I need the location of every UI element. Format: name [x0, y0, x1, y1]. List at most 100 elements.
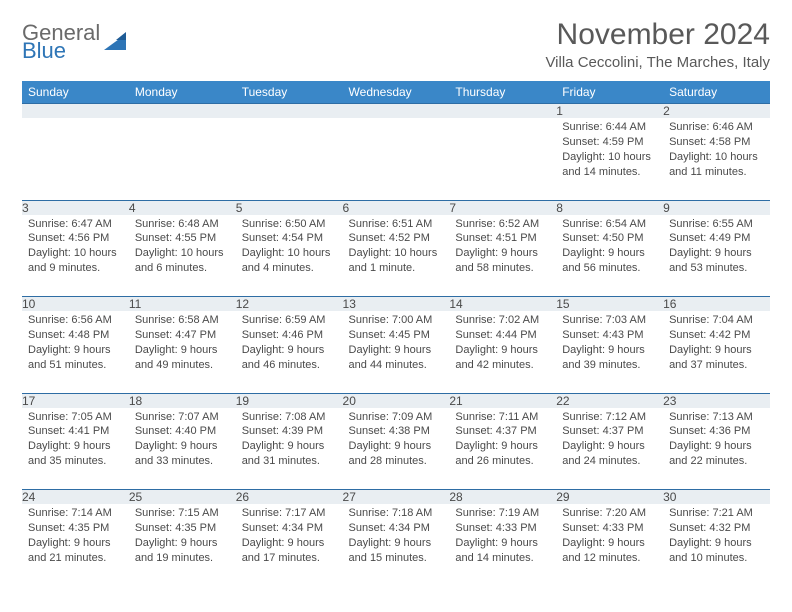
- day-number-cell: 22: [556, 393, 663, 408]
- day-body: Sunrise: 7:13 AMSunset: 4:36 PMDaylight:…: [663, 408, 770, 473]
- sunset-text: Sunset: 4:48 PM: [28, 328, 125, 343]
- day-body: Sunrise: 7:09 AMSunset: 4:38 PMDaylight:…: [343, 408, 450, 473]
- sunset-text: Sunset: 4:46 PM: [242, 328, 339, 343]
- daylight-text: Daylight: 9 hours and 15 minutes.: [349, 536, 446, 566]
- day-body: Sunrise: 6:50 AMSunset: 4:54 PMDaylight:…: [236, 215, 343, 280]
- day-detail-cell: Sunrise: 7:19 AMSunset: 4:33 PMDaylight:…: [449, 504, 556, 586]
- day-header: Saturday: [663, 81, 770, 104]
- daylight-text: Daylight: 9 hours and 19 minutes.: [135, 536, 232, 566]
- day-detail-cell: Sunrise: 6:48 AMSunset: 4:55 PMDaylight:…: [129, 215, 236, 297]
- sunrise-text: Sunrise: 7:12 AM: [562, 410, 659, 425]
- day-header: Friday: [556, 81, 663, 104]
- sunrise-text: Sunrise: 6:55 AM: [669, 217, 766, 232]
- day-body: Sunrise: 6:56 AMSunset: 4:48 PMDaylight:…: [22, 311, 129, 376]
- day-number-cell: 29: [556, 490, 663, 505]
- sunrise-text: Sunrise: 6:46 AM: [669, 120, 766, 135]
- daylight-text: Daylight: 9 hours and 44 minutes.: [349, 343, 446, 373]
- daylight-text: Daylight: 9 hours and 21 minutes.: [28, 536, 125, 566]
- day-number-cell: 19: [236, 393, 343, 408]
- day-number-cell: 17: [22, 393, 129, 408]
- sunrise-text: Sunrise: 6:58 AM: [135, 313, 232, 328]
- sunset-text: Sunset: 4:59 PM: [562, 135, 659, 150]
- day-detail-cell: Sunrise: 6:46 AMSunset: 4:58 PMDaylight:…: [663, 118, 770, 200]
- day-number-cell: 26: [236, 490, 343, 505]
- day-body: Sunrise: 7:00 AMSunset: 4:45 PMDaylight:…: [343, 311, 450, 376]
- sunset-text: Sunset: 4:50 PM: [562, 231, 659, 246]
- day-number-cell: 30: [663, 490, 770, 505]
- sunset-text: Sunset: 4:43 PM: [562, 328, 659, 343]
- daylight-text: Daylight: 9 hours and 26 minutes.: [455, 439, 552, 469]
- sunrise-text: Sunrise: 7:19 AM: [455, 506, 552, 521]
- daynum-row: 10111213141516: [22, 297, 770, 312]
- daylight-text: Daylight: 9 hours and 42 minutes.: [455, 343, 552, 373]
- day-number-cell: 15: [556, 297, 663, 312]
- day-body: Sunrise: 7:05 AMSunset: 4:41 PMDaylight:…: [22, 408, 129, 473]
- day-detail-cell: [22, 118, 129, 200]
- sunset-text: Sunset: 4:33 PM: [562, 521, 659, 536]
- day-body: Sunrise: 7:14 AMSunset: 4:35 PMDaylight:…: [22, 504, 129, 569]
- day-number-cell: [236, 104, 343, 119]
- day-header: Thursday: [449, 81, 556, 104]
- sunset-text: Sunset: 4:34 PM: [349, 521, 446, 536]
- daylight-text: Daylight: 9 hours and 33 minutes.: [135, 439, 232, 469]
- day-detail-cell: Sunrise: 7:02 AMSunset: 4:44 PMDaylight:…: [449, 311, 556, 393]
- detail-row: Sunrise: 6:47 AMSunset: 4:56 PMDaylight:…: [22, 215, 770, 297]
- day-number-cell: [343, 104, 450, 119]
- day-body: Sunrise: 6:46 AMSunset: 4:58 PMDaylight:…: [663, 118, 770, 183]
- daylight-text: Daylight: 10 hours and 11 minutes.: [669, 150, 766, 180]
- day-number-cell: 28: [449, 490, 556, 505]
- day-body: Sunrise: 7:15 AMSunset: 4:35 PMDaylight:…: [129, 504, 236, 569]
- sunrise-text: Sunrise: 6:59 AM: [242, 313, 339, 328]
- day-header: Wednesday: [343, 81, 450, 104]
- day-detail-cell: Sunrise: 6:54 AMSunset: 4:50 PMDaylight:…: [556, 215, 663, 297]
- daylight-text: Daylight: 9 hours and 14 minutes.: [455, 536, 552, 566]
- day-body: Sunrise: 7:17 AMSunset: 4:34 PMDaylight:…: [236, 504, 343, 569]
- calendar-header-row: SundayMondayTuesdayWednesdayThursdayFrid…: [22, 81, 770, 104]
- sunrise-text: Sunrise: 6:48 AM: [135, 217, 232, 232]
- daylight-text: Daylight: 9 hours and 28 minutes.: [349, 439, 446, 469]
- day-detail-cell: Sunrise: 6:50 AMSunset: 4:54 PMDaylight:…: [236, 215, 343, 297]
- daylight-text: Daylight: 9 hours and 49 minutes.: [135, 343, 232, 373]
- sunset-text: Sunset: 4:51 PM: [455, 231, 552, 246]
- sunset-text: Sunset: 4:45 PM: [349, 328, 446, 343]
- day-number-cell: 12: [236, 297, 343, 312]
- sunset-text: Sunset: 4:56 PM: [28, 231, 125, 246]
- day-detail-cell: Sunrise: 7:05 AMSunset: 4:41 PMDaylight:…: [22, 408, 129, 490]
- day-number-cell: 27: [343, 490, 450, 505]
- day-body: Sunrise: 7:11 AMSunset: 4:37 PMDaylight:…: [449, 408, 556, 473]
- sunset-text: Sunset: 4:32 PM: [669, 521, 766, 536]
- day-detail-cell: Sunrise: 7:03 AMSunset: 4:43 PMDaylight:…: [556, 311, 663, 393]
- day-number-cell: [22, 104, 129, 119]
- day-detail-cell: Sunrise: 7:04 AMSunset: 4:42 PMDaylight:…: [663, 311, 770, 393]
- sunrise-text: Sunrise: 7:18 AM: [349, 506, 446, 521]
- day-number-cell: 8: [556, 200, 663, 215]
- sunset-text: Sunset: 4:35 PM: [135, 521, 232, 536]
- sunset-text: Sunset: 4:36 PM: [669, 424, 766, 439]
- day-number-cell: [449, 104, 556, 119]
- sunrise-text: Sunrise: 6:50 AM: [242, 217, 339, 232]
- day-body: Sunrise: 6:48 AMSunset: 4:55 PMDaylight:…: [129, 215, 236, 280]
- sunset-text: Sunset: 4:34 PM: [242, 521, 339, 536]
- day-number-cell: 3: [22, 200, 129, 215]
- title-block: November 2024 Villa Ceccolini, The March…: [545, 18, 770, 77]
- sunrise-text: Sunrise: 7:15 AM: [135, 506, 232, 521]
- month-title: November 2024: [545, 18, 770, 52]
- daylight-text: Daylight: 9 hours and 39 minutes.: [562, 343, 659, 373]
- day-number-cell: 2: [663, 104, 770, 119]
- day-number-cell: 13: [343, 297, 450, 312]
- day-body: Sunrise: 7:19 AMSunset: 4:33 PMDaylight:…: [449, 504, 556, 569]
- sunrise-text: Sunrise: 7:07 AM: [135, 410, 232, 425]
- logo-triangle-icon: [104, 28, 132, 57]
- sunset-text: Sunset: 4:38 PM: [349, 424, 446, 439]
- day-detail-cell: Sunrise: 6:56 AMSunset: 4:48 PMDaylight:…: [22, 311, 129, 393]
- day-number-cell: 6: [343, 200, 450, 215]
- day-detail-cell: Sunrise: 7:17 AMSunset: 4:34 PMDaylight:…: [236, 504, 343, 586]
- day-detail-cell: Sunrise: 6:55 AMSunset: 4:49 PMDaylight:…: [663, 215, 770, 297]
- daylight-text: Daylight: 10 hours and 9 minutes.: [28, 246, 125, 276]
- sunset-text: Sunset: 4:55 PM: [135, 231, 232, 246]
- day-body: Sunrise: 7:20 AMSunset: 4:33 PMDaylight:…: [556, 504, 663, 569]
- day-detail-cell: Sunrise: 7:13 AMSunset: 4:36 PMDaylight:…: [663, 408, 770, 490]
- sunrise-text: Sunrise: 7:20 AM: [562, 506, 659, 521]
- daylight-text: Daylight: 10 hours and 6 minutes.: [135, 246, 232, 276]
- logo-text: General Blue: [22, 22, 100, 62]
